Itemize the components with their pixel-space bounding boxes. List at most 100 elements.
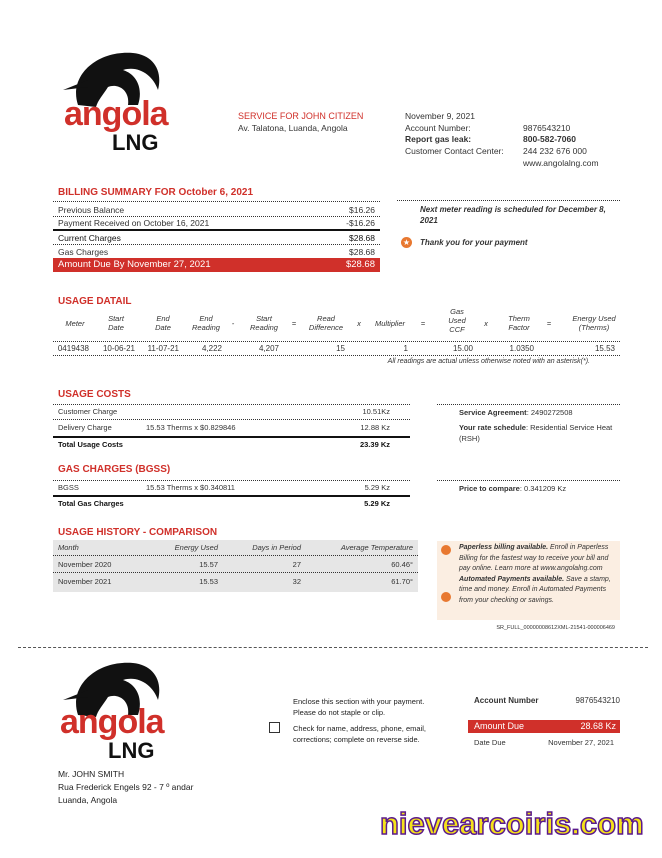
total-row: Total Gas Charges 5.29 Kz	[53, 498, 410, 510]
usage-history-table: Month Energy Used Days in Period Average…	[53, 540, 418, 592]
billing-row: Gas Charges $28.68	[53, 246, 380, 258]
amount-due-bar: Amount Due By November 27, 2021 $28.68	[53, 258, 380, 272]
row-value: $28.68	[349, 247, 375, 257]
agreement-value: : 2490272508	[526, 408, 573, 417]
thank-you-note: Thank you for your payment	[420, 238, 528, 247]
dragon-icon	[63, 662, 160, 717]
header-therm-factor: Therm Factor	[508, 314, 530, 332]
billing-row: Previous Balance $16.26	[53, 204, 380, 217]
logo-text-angola: angola	[64, 95, 169, 133]
start-reading: 4,207	[258, 344, 279, 353]
energy: 15.53	[199, 577, 218, 586]
readings-note: All readings are actual unless otherwise…	[387, 358, 590, 365]
leak-phone: 800-582-7060	[523, 134, 576, 145]
enclose-text: Enclose this section with your payment.	[293, 697, 425, 706]
price-label: Price to compare	[459, 484, 520, 493]
gas-charges-title: GAS CHARGES (BGSS)	[58, 464, 171, 475]
rate-label: Your rate schedule	[459, 423, 526, 432]
autopay-icon	[441, 592, 451, 602]
header-days: Days in Period	[252, 543, 301, 552]
contact-phone: 244 232 676 000	[523, 146, 587, 157]
row-value: $16.26	[349, 205, 375, 215]
month: November 2020	[58, 560, 112, 569]
angola-lng-logo-stub: angola LNG	[58, 655, 168, 762]
account-values: 9876543210 800-582-7060 244 232 676 000 …	[523, 123, 599, 170]
energy-used: 15.53	[594, 344, 615, 353]
tear-line	[18, 647, 648, 648]
header-gas-used: Gas Used CCF	[448, 307, 466, 334]
total-row: Total Usage Costs 23.39 Kz	[53, 439, 410, 451]
temperature: 61.70°	[391, 577, 413, 586]
paperless-text: Enroll in Paperless Billing for the fast…	[459, 544, 609, 572]
equals-operator: =	[291, 319, 297, 328]
date-due-value: November 27, 2021	[548, 738, 614, 747]
corrections-checkbox[interactable]	[269, 722, 280, 733]
equals-operator: =	[420, 319, 426, 328]
row-label: Previous Balance	[58, 205, 125, 215]
total-value: 23.39 Kz	[359, 440, 390, 449]
multiplier: 1	[403, 344, 408, 353]
month: November 2021	[58, 577, 112, 586]
therm-factor: 1.0350	[509, 344, 534, 353]
stub-account-label: Account Number	[474, 696, 539, 705]
header-energy: Energy Used	[174, 543, 218, 552]
stub-amount-due: Amount Due 28.68 Kz	[468, 720, 620, 733]
row-value: -$16.26	[346, 218, 375, 228]
billing-row: Current Charges $28.68	[53, 232, 380, 245]
times-operator: x	[357, 319, 361, 328]
times-operator: x	[484, 319, 488, 328]
meter-number: 0419438	[57, 344, 89, 353]
usage-detail-title: USAGE DATAIL	[58, 296, 132, 307]
usage-costs-table: Customer Charge 10.51Kz Delivery Charge 15…	[53, 404, 410, 449]
logo-text-lng: LNG	[112, 130, 159, 155]
paperless-icon	[441, 545, 451, 555]
customer-street: Rua Frederick Engels 92 - 7 º andar	[58, 782, 194, 792]
start-date: 10-06-21	[102, 344, 135, 353]
end-reading: 4,222	[201, 344, 222, 353]
billing-row: Payment Received on October 16, 2021 -$16…	[53, 217, 380, 231]
bill-date: November 9, 2021	[405, 111, 475, 121]
billing-summary-title: BILLING SUMMARY FOR October 6, 2021	[58, 187, 254, 198]
total-value: 5.29 Kz	[364, 499, 390, 508]
price-value: : 0.341209 Kz	[519, 484, 567, 493]
end-date: 11-07-21	[147, 344, 179, 353]
energy: 15.57	[199, 560, 218, 569]
usage-history-title: USAGE HISTORY - COMPARISON	[58, 527, 218, 538]
agreement-label: Service Agreement	[459, 408, 527, 417]
paperless-title: Paperless billing available.	[459, 544, 549, 551]
row-value: 5.29 Kz	[364, 483, 390, 492]
promo-box: Paperless billing available. Enroll in P…	[437, 541, 620, 620]
service-agreement: Service Agreement: 2490272508 Your rate …	[437, 404, 620, 444]
header-meter: Meter	[65, 319, 85, 328]
usage-costs-title: USAGE COSTS	[58, 389, 131, 400]
leak-label: Report gas leak:	[405, 134, 472, 145]
usage-detail-table: Meter Start Date End Date End Reading - …	[53, 307, 620, 372]
header-read-difference: Read Difference	[308, 314, 344, 332]
autopay-title: Automated Payments available.	[459, 575, 565, 583]
due-label: Amount Due	[474, 721, 525, 731]
service-address: Av. Talatona, Luanda, Angola	[238, 123, 348, 133]
date-due-label: Date Due	[474, 738, 506, 747]
gas-charges-table: BGSS 15.53 Therms x $0.340811 5.29 Kz Tota…	[53, 480, 410, 508]
row-label: Current Charges	[58, 233, 121, 243]
cost-row: Customer Charge 10.51Kz	[53, 406, 410, 420]
contact-label: Customer Contact Center:	[405, 146, 504, 157]
total-label: Total Gas Charges	[58, 499, 124, 508]
watermark: nievearcoiris.com	[379, 805, 644, 842]
due-value: 28.68 Kz	[580, 721, 616, 731]
header-multiplier: Multiplier	[374, 319, 405, 328]
corrections-text: Check for name, address, phone, email, c…	[293, 724, 426, 744]
star-icon: ★	[401, 237, 412, 248]
document-code: SR_FULL_00000008612XML-21541-000006469	[496, 625, 615, 631]
website-link[interactable]: www.angolalng.com	[523, 157, 599, 168]
enclose-note: Enclose this section with your payment. …	[293, 697, 453, 718]
header-temperature: Average Temperature	[340, 543, 413, 552]
customer-address: Mr. JOHN SMITH Rua Frederick Engels 92 -…	[58, 768, 193, 807]
row-value: $28.68	[349, 233, 375, 243]
rate-value: : Residential Service Heat (RSH)	[459, 423, 613, 443]
dragon-icon	[63, 52, 160, 107]
customer-city: Luanda, Angola	[58, 795, 118, 805]
header-start-date: Start Date	[108, 314, 124, 332]
account-label: Account Number:	[405, 122, 471, 133]
header-energy-used: Energy Used (Therms)	[572, 314, 616, 332]
